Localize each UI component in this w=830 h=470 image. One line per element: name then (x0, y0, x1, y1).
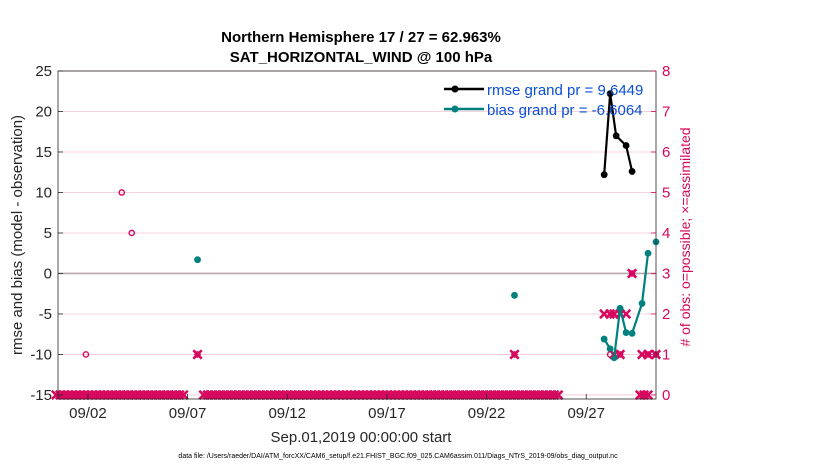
rmse-point (628, 168, 636, 175)
obs-assimilated-stroke (509, 349, 520, 360)
obs-assimilated-marker (178, 389, 189, 401)
obs-assimilated-marker (642, 349, 654, 360)
y-tick-label: 25 (35, 63, 52, 80)
bias-point (616, 304, 624, 312)
obs-possible-marker (628, 270, 636, 277)
legend: rmse grand pr = 9.6449 bias grand pr = -… (444, 82, 643, 119)
x-tick-label: 09/22 (468, 405, 506, 422)
plot-frame (57, 70, 657, 400)
obs-assimilated-stroke (642, 389, 654, 401)
grid (58, 70, 656, 396)
obs-possible-marker (118, 189, 126, 196)
y2-tick-label: 8 (662, 63, 670, 80)
rmse-point (622, 142, 630, 149)
y2-tick-label: 5 (662, 184, 670, 201)
y2-tick-label: 3 (662, 265, 670, 282)
obs-assimilated-marker (192, 349, 203, 360)
x-tick-label: 09/07 (169, 405, 207, 422)
obs-assimilated-stroke (192, 349, 203, 360)
bias_isolated-point (194, 256, 201, 264)
bias-point (644, 249, 652, 257)
plot-marks (50, 90, 662, 401)
bias-point (600, 335, 608, 343)
y-tick-label: 20 (35, 103, 52, 120)
y-tick-label: 5 (44, 225, 52, 242)
obs-possible-marker (82, 351, 90, 358)
legend-marker-rmse (451, 85, 459, 93)
obs-possible-marker (194, 351, 201, 358)
obs-possible-marker (644, 351, 652, 358)
obs-assimilated-stroke (178, 389, 189, 401)
y-axis-label: rmse and bias (model - observation) (9, 115, 26, 355)
y-tick-label: 0 (44, 265, 52, 282)
obs-assimilated-stroke (553, 389, 564, 401)
y-tick-label: -5 (39, 306, 52, 323)
obs-assimilated-marker (626, 268, 638, 279)
bias_isolated-point (511, 291, 518, 299)
bias-point (628, 330, 636, 337)
y2-tick-label: 0 (662, 387, 670, 404)
legend-marker-bias (451, 105, 459, 113)
rmse-point (606, 90, 614, 98)
obs-possible-marker (606, 351, 614, 358)
y2-tick-label: 6 (662, 144, 670, 161)
y2-tick-label: 7 (662, 103, 670, 120)
x-tick-label: 09/12 (268, 405, 306, 422)
y2-tick-label: 4 (662, 225, 670, 242)
obs-possible-marker (616, 351, 624, 358)
y-tick-label: 10 (35, 184, 52, 201)
obs-assimilated-stroke (642, 349, 654, 360)
obs-possible-marker (128, 229, 136, 237)
y2-tick-label: 2 (662, 306, 670, 323)
legend-label-bias: bias grand pr = -6.6064 (487, 102, 643, 119)
rmse-point (612, 132, 620, 140)
y-tick-label: 15 (35, 144, 52, 161)
obs-assimilated-marker (642, 389, 654, 401)
y-tick-label: -15 (30, 387, 52, 404)
x-tick-label: 09/27 (567, 405, 605, 422)
bias-point (606, 345, 614, 353)
obs-possible-marker (511, 351, 518, 358)
data-file-footnote: data file: /Users/raeder/DAI/ATM_forcXX/… (178, 453, 618, 460)
legend-label-rmse: rmse grand pr = 9.6449 (487, 82, 643, 99)
chart-title: Northern Hemisphere 17 / 27 = 62.963% (221, 29, 501, 46)
bias-point (638, 300, 646, 307)
y2-axis-label: # of obs: o=possible; ×=assimilated (677, 127, 693, 346)
x-tick-label: 09/17 (368, 405, 406, 422)
obs-assimilated-marker (553, 389, 564, 401)
obs-assimilated-stroke (626, 268, 638, 279)
bias-point (610, 354, 618, 362)
y2-tick-label: 1 (662, 346, 670, 363)
obs-assimilated-marker (509, 349, 520, 360)
x-tick-label: 09/02 (69, 405, 107, 422)
axes: -15 -10 -5 0 5 10 15 20 25 0 1 2 3 4 5 6 7 8 09/02 09/07 09/… (30, 63, 670, 422)
chart-subtitle: SAT_HORIZONTAL_WIND @ 100 hPa (230, 49, 493, 66)
x-axis-label: Sep.01,2019 00:00:00 start (271, 429, 453, 446)
rmse-point (600, 171, 608, 179)
y-tick-label: -10 (30, 346, 52, 363)
bias-point (622, 329, 630, 336)
